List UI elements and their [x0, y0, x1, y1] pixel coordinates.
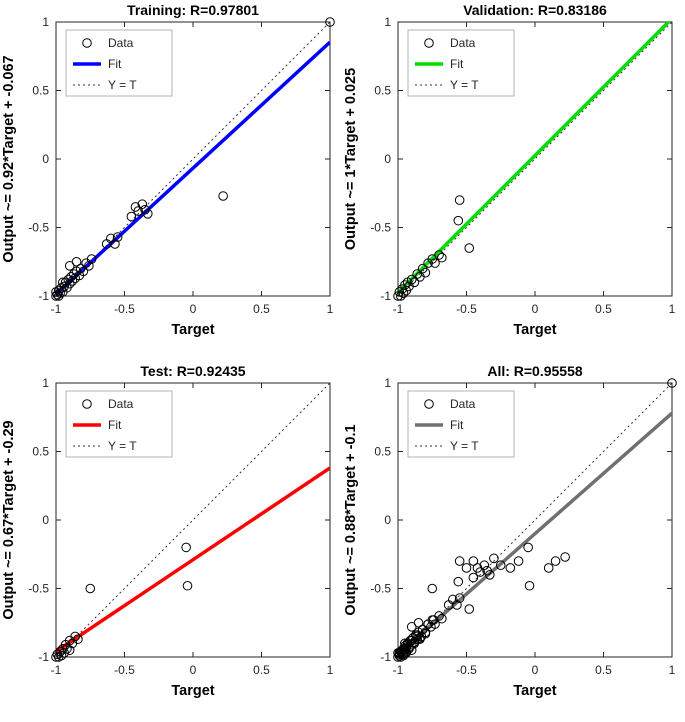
- subplot-test: Test: R=0.92435 Output ~= 0.67*Target + …: [0, 361, 342, 721]
- x-tick-label: 0: [532, 302, 539, 316]
- fit-line: [56, 40, 330, 296]
- legend-label: Y = T: [108, 439, 137, 453]
- test-plot: Test: R=0.92435 Output ~= 0.67*Target + …: [1, 363, 334, 699]
- y-tick-label: 1: [384, 15, 391, 29]
- subplot-training: Training: R=0.97801 Output ~= 0.92*Targe…: [0, 0, 342, 360]
- x-axis-label: Target: [513, 683, 556, 699]
- x-axis-label: Target: [171, 322, 214, 338]
- x-tick-label: 0.5: [253, 302, 270, 316]
- y-axis-label: Output ~= 0.67*Target + -0.29: [1, 420, 17, 619]
- data-points: [51, 542, 193, 662]
- y-tick-label: 0.5: [374, 84, 391, 98]
- x-tick-label: 0.5: [595, 663, 612, 677]
- subplot-validation: Validation: R=0.83186 Output ~= 1*Target…: [342, 0, 684, 360]
- legend-label: Fit: [450, 418, 464, 432]
- y-tick-label: -1: [380, 289, 391, 303]
- tick-labels: -1 -0.5 0 0.5 1 -1 -0.5 0 0.5 1: [28, 376, 333, 677]
- y-tick-label: 1: [42, 15, 49, 29]
- plot-title: Validation: R=0.83186: [463, 2, 607, 18]
- x-axis-label: Target: [171, 683, 214, 699]
- y-tick-label: -1: [380, 650, 391, 664]
- y-tick-label: -0.5: [370, 221, 391, 235]
- x-tick-label: 1: [327, 663, 334, 677]
- y-tick-label: -0.5: [370, 582, 391, 596]
- x-tick-label: 0.5: [253, 663, 270, 677]
- legend-data-marker: [82, 38, 92, 48]
- legend-label: Fit: [450, 57, 464, 71]
- y-tick-label: 0: [384, 152, 391, 166]
- legend: Data Fit Y = T: [65, 390, 173, 458]
- legend-data-marker: [424, 38, 434, 48]
- y-tick-label: 0.5: [32, 445, 49, 459]
- legend-label: Fit: [108, 418, 122, 432]
- legend: Data Fit Y = T: [407, 29, 515, 97]
- legend-label: Data: [450, 36, 476, 50]
- x-tick-label: -1: [51, 302, 62, 316]
- y-tick-label: -0.5: [28, 582, 49, 596]
- x-tick-label: -0.5: [456, 663, 477, 677]
- tick-labels: -1 -0.5 0 0.5 1 -1 -0.5 0 0.5 1: [370, 15, 675, 316]
- x-tick-label: 1: [669, 663, 676, 677]
- x-axis-label: Target: [513, 322, 556, 338]
- x-tick-label: 0.5: [595, 302, 612, 316]
- y-tick-label: -1: [38, 289, 49, 303]
- legend-data-marker: [82, 399, 92, 409]
- y-tick-label: -1: [38, 650, 49, 664]
- plot-title: Test: R=0.92435: [140, 363, 245, 379]
- y-axis-label: Output ~= 0.92*Target + -0.067: [1, 55, 17, 262]
- subplot-all: All: R=0.95558 Output ~= 0.88*Target + -…: [342, 361, 684, 721]
- legend-label: Y = T: [108, 78, 137, 92]
- tick-marks: [397, 21, 673, 297]
- legend-label: Y = T: [450, 439, 479, 453]
- x-tick-label: -1: [393, 302, 404, 316]
- y-tick-label: -0.5: [28, 221, 49, 235]
- y-tick-label: 1: [42, 376, 49, 390]
- data-points: [51, 17, 335, 301]
- fit-line: [398, 22, 672, 294]
- y-tick-label: 1: [384, 376, 391, 390]
- x-tick-label: -0.5: [456, 302, 477, 316]
- y-axis-label: Output ~= 0.88*Target + -0.1: [343, 424, 359, 615]
- x-tick-label: -1: [51, 663, 62, 677]
- plot-title: Training: R=0.97801: [127, 2, 259, 18]
- x-tick-label: 1: [327, 302, 334, 316]
- y-tick-label: 0: [384, 513, 391, 527]
- legend: Data Fit Y = T: [65, 29, 173, 97]
- legend: Data Fit Y = T: [407, 390, 515, 458]
- x-tick-label: 0: [190, 663, 197, 677]
- legend-label: Data: [450, 397, 476, 411]
- y-tick-label: 0: [42, 513, 49, 527]
- validation-plot: Validation: R=0.83186 Output ~= 1*Target…: [343, 2, 676, 338]
- data-points: [393, 378, 677, 662]
- x-tick-label: -0.5: [114, 302, 135, 316]
- tick-labels: -1 -0.5 0 0.5 1 -1 -0.5 0 0.5 1: [370, 376, 675, 677]
- data-points: [393, 195, 475, 301]
- y-tick-label: 0: [42, 152, 49, 166]
- legend-label: Data: [108, 36, 134, 50]
- training-plot: Training: R=0.97801 Output ~= 0.92*Targe…: [1, 2, 335, 338]
- y-tick-label: 0.5: [32, 84, 49, 98]
- legend-label: Data: [108, 397, 134, 411]
- tick-labels: -1 -0.5 0 0.5 1 -1 -0.5 0 0.5 1: [28, 15, 333, 316]
- y-tick-label: 0.5: [374, 445, 391, 459]
- x-tick-label: -1: [393, 663, 404, 677]
- plot-title: All: R=0.95558: [487, 363, 583, 379]
- legend-label: Fit: [108, 57, 122, 71]
- legend-data-marker: [424, 399, 434, 409]
- legend-label: Y = T: [450, 78, 479, 92]
- y-axis-label: Output ~= 1*Target + 0.025: [343, 68, 359, 250]
- fit-line: [56, 466, 330, 653]
- x-tick-label: 0: [190, 302, 197, 316]
- x-tick-label: 0: [532, 663, 539, 677]
- fit-line: [398, 411, 672, 656]
- x-tick-label: -0.5: [114, 663, 135, 677]
- all-plot: All: R=0.95558 Output ~= 0.88*Target + -…: [343, 363, 677, 699]
- x-tick-label: 1: [669, 302, 676, 316]
